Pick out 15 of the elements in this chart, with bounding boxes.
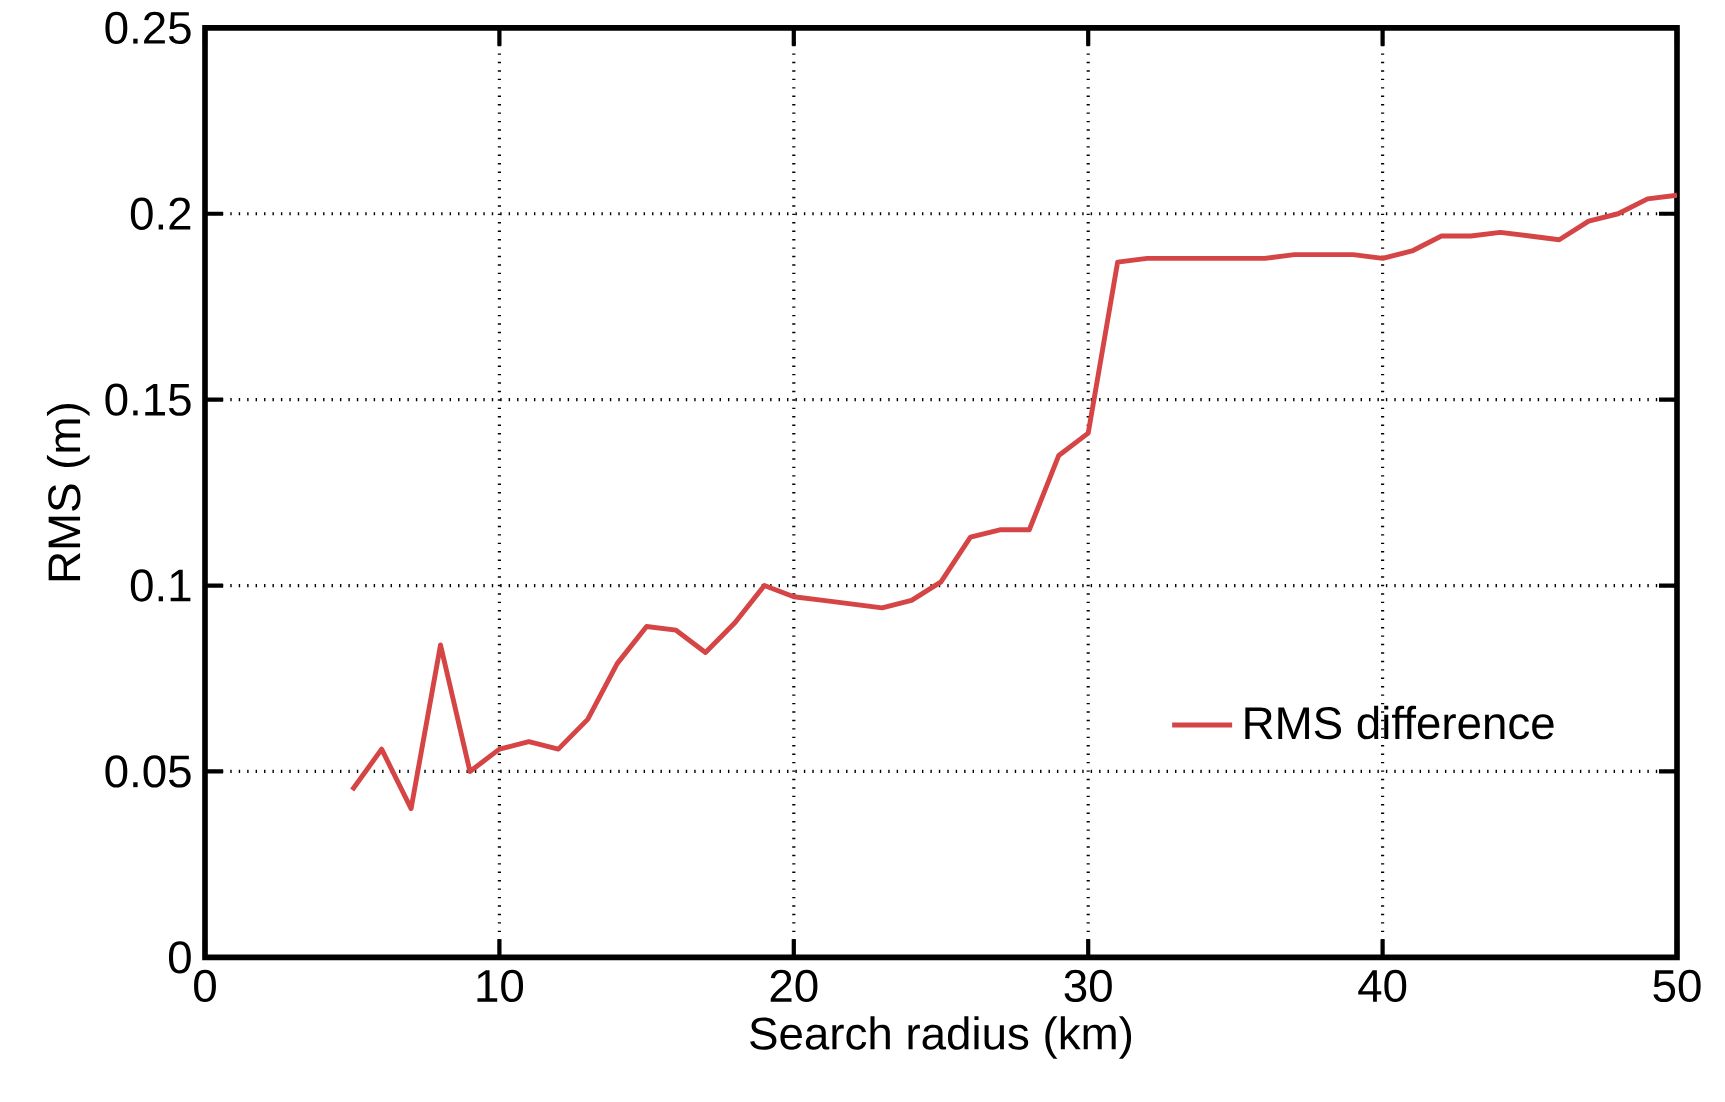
legend-label: RMS difference bbox=[1245, 705, 1554, 740]
y-tick-label: 0.2 bbox=[130, 197, 191, 230]
y-axis-title: RMS (m) bbox=[46, 403, 90, 581]
y-tick-label: 0.05 bbox=[105, 755, 191, 788]
x-axis-title: Search radius (km) bbox=[750, 1016, 1132, 1059]
x-tick-label: 20 bbox=[770, 969, 818, 1002]
x-tick-label: 10 bbox=[477, 969, 524, 1002]
y-tick-label: 0 bbox=[168, 940, 191, 974]
y-tick-label: 0.1 bbox=[130, 569, 191, 602]
x-tick-label: 50 bbox=[1653, 969, 1701, 1002]
y-tick-label: 0.15 bbox=[105, 383, 191, 416]
y-tick-label: 0.25 bbox=[105, 11, 191, 44]
x-tick-label: 30 bbox=[1064, 969, 1112, 1002]
x-tick-label: 40 bbox=[1358, 969, 1407, 1002]
x-tick-label: 0 bbox=[194, 969, 216, 1002]
